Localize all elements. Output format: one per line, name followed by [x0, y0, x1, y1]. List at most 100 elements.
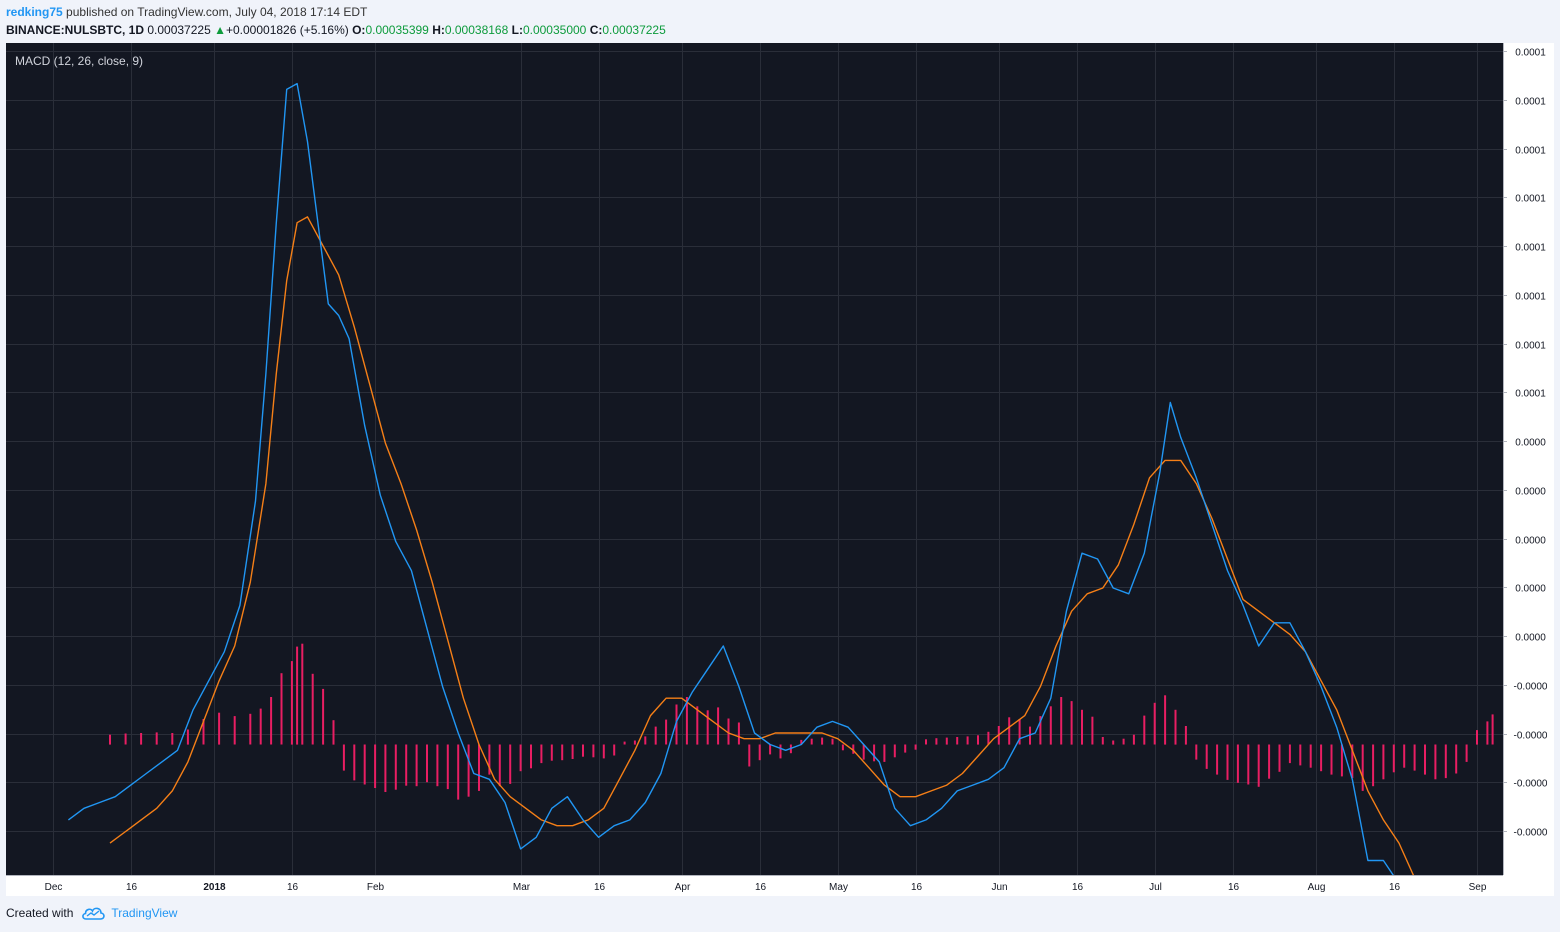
- histogram-bar: [1434, 744, 1437, 780]
- histogram-bar: [582, 744, 584, 757]
- publish-info: redking75 published on TradingView.com, …: [6, 5, 367, 19]
- histogram-bar: [1164, 695, 1167, 745]
- histogram-bar: [935, 738, 938, 745]
- histogram-bar: [873, 744, 876, 762]
- histogram-series: [109, 643, 1494, 800]
- grid: [6, 43, 1503, 875]
- histogram-bar: [925, 739, 927, 745]
- time-tick-label: Sep: [1469, 882, 1487, 893]
- time-tick-label: 16: [594, 882, 606, 893]
- price-tick-label: -0.0000: [1514, 731, 1548, 742]
- histogram-bar: [374, 744, 377, 788]
- histogram-bar: [457, 744, 460, 800]
- price-tick-label: 0.0001: [1515, 194, 1546, 205]
- histogram-bar: [852, 744, 855, 754]
- histogram-bar: [800, 739, 803, 745]
- time-tick-label: 16: [911, 882, 923, 893]
- histogram-bar: [862, 744, 865, 760]
- histogram-bar: [685, 697, 688, 745]
- price-tick-label: 0.0000: [1515, 584, 1546, 595]
- histogram-bar: [301, 643, 304, 745]
- histogram-bar: [249, 713, 252, 745]
- histogram-bar: [1320, 744, 1323, 772]
- histogram-bar: [1039, 716, 1042, 745]
- histogram-bar: [758, 744, 761, 761]
- low-value: 0.00035000: [522, 23, 587, 37]
- histogram-bar: [1122, 738, 1125, 745]
- histogram-bar: [1491, 714, 1494, 745]
- time-axis-labels: Dec 16 2018 16 Feb Mar 16 Apr 16 May 16 Jun 16 Jul 16 A…: [45, 882, 1487, 893]
- histogram-bar: [821, 737, 824, 745]
- histogram-bar: [904, 744, 907, 753]
- high-value: 0.00038168: [444, 23, 509, 37]
- price-tick-label: -0.0000: [1514, 779, 1548, 790]
- histogram-bar: [394, 744, 397, 790]
- histogram-bar: [1174, 709, 1177, 745]
- histogram-bar: [623, 741, 626, 745]
- histogram-bar: [831, 738, 834, 745]
- histogram-bar: [426, 744, 428, 783]
- histogram-bar: [893, 744, 896, 758]
- histogram-bar: [945, 737, 948, 745]
- histogram-bar: [1372, 744, 1375, 787]
- time-tick-label: 16: [287, 882, 299, 893]
- time-tick-label: Jun: [991, 882, 1007, 893]
- histogram-bar: [665, 719, 668, 745]
- time-tick-label: Feb: [367, 882, 385, 893]
- macd-chart[interactable]: MACD (12, 26, close, 9) 0.00010.00010.00…: [6, 43, 1560, 932]
- histogram-bar: [233, 716, 236, 745]
- histogram-bar: [259, 708, 262, 745]
- footer: Created with TradingView: [6, 906, 177, 920]
- symbol-info: BINANCE:NULSBTC, 1D 0.00037225 ▲+0.00001…: [6, 23, 666, 37]
- histogram-bar: [1101, 737, 1104, 745]
- histogram-bar: [1444, 744, 1447, 779]
- histogram-bar: [1247, 744, 1250, 785]
- price-tick-label: -0.0000: [1514, 682, 1548, 693]
- chart-area[interactable]: MACD (12, 26, close, 9) 0.0001 0.0001 0.00…: [6, 43, 1560, 932]
- histogram-bar: [124, 733, 127, 745]
- histogram-bar: [1424, 744, 1426, 775]
- histogram-bar: [1486, 721, 1489, 745]
- histogram-bar: [363, 744, 366, 785]
- tradingview-link[interactable]: TradingView: [81, 906, 177, 920]
- time-tick-label: Apr: [675, 882, 691, 893]
- histogram-bar: [415, 744, 418, 787]
- histogram-bar: [218, 712, 221, 745]
- histogram-bar: [1299, 744, 1302, 766]
- time-tick-label: Mar: [513, 882, 531, 893]
- histogram-bar: [353, 744, 356, 781]
- histogram-bar: [342, 744, 345, 771]
- histogram-bar: [592, 744, 595, 758]
- price-axis[interactable]: [1503, 43, 1554, 875]
- histogram-bar: [1060, 697, 1063, 745]
- time-axis[interactable]: [6, 875, 1554, 896]
- histogram-bar: [1288, 744, 1291, 764]
- histogram-bar: [1476, 730, 1478, 745]
- line-series: [67, 82, 1489, 932]
- histogram-bar: [1340, 744, 1343, 777]
- histogram-bar: [1257, 744, 1260, 787]
- histogram-bar: [202, 719, 205, 745]
- high-label: H:: [432, 23, 445, 37]
- histogram-bar: [540, 744, 543, 764]
- low-label: L:: [511, 23, 523, 37]
- histogram-bar: [613, 744, 616, 756]
- time-tick-label: 16: [1228, 882, 1240, 893]
- histogram-bar: [769, 744, 772, 755]
- histogram-bar: [436, 744, 439, 787]
- histogram-bar: [1403, 744, 1406, 768]
- histogram-bar: [1330, 744, 1333, 775]
- histogram-bar: [1205, 744, 1208, 769]
- price-axis-labels: 0.0001 0.0001 0.0001 0.0001 0.0001 0.0001 0.00…: [1503, 48, 1548, 839]
- histogram-bar: [332, 720, 335, 745]
- histogram-bar: [1153, 702, 1156, 745]
- author-link[interactable]: redking75: [6, 5, 63, 19]
- symbol-label: BINANCE:NULSBTC, 1D: [6, 23, 144, 37]
- histogram-bar: [1382, 744, 1385, 780]
- histogram-bar: [633, 740, 636, 745]
- histogram-bar: [467, 744, 470, 797]
- histogram-bar: [519, 744, 522, 772]
- histogram-bar: [675, 704, 678, 745]
- time-tick-label: 16: [126, 882, 138, 893]
- macd-line: [67, 82, 1489, 932]
